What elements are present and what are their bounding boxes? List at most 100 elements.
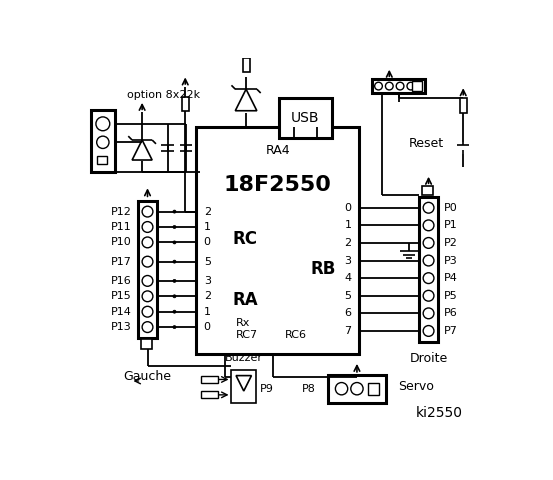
Text: 2: 2 (204, 206, 211, 216)
Text: 2: 2 (345, 238, 352, 248)
Text: P16: P16 (111, 276, 132, 286)
Text: 0: 0 (204, 238, 211, 247)
Bar (460, 97, 467, 113)
Text: USB: USB (291, 111, 320, 125)
Bar (91, 110, 115, 171)
Circle shape (173, 310, 176, 313)
Text: 1: 1 (204, 307, 211, 317)
Circle shape (423, 203, 434, 213)
Bar (243, 59, 249, 72)
Text: P11: P11 (111, 222, 132, 232)
Circle shape (385, 82, 393, 90)
Text: Reset: Reset (409, 137, 444, 150)
Text: P9: P9 (260, 384, 274, 394)
Bar (142, 339, 152, 348)
Text: P7: P7 (444, 326, 458, 336)
Text: P0: P0 (444, 203, 458, 213)
Text: 0: 0 (345, 203, 352, 213)
Circle shape (423, 308, 434, 319)
Bar (232, 370, 256, 403)
Bar (138, 201, 156, 338)
Text: 5: 5 (204, 257, 211, 267)
Circle shape (142, 237, 153, 248)
Bar (279, 97, 332, 138)
Text: Rx: Rx (236, 318, 251, 328)
Text: RA: RA (233, 291, 259, 309)
Bar (368, 383, 378, 395)
Text: 3: 3 (345, 255, 352, 265)
Bar (328, 375, 386, 403)
Circle shape (423, 255, 434, 266)
Text: P15: P15 (111, 291, 132, 301)
Circle shape (423, 238, 434, 248)
Text: P3: P3 (444, 255, 458, 265)
Text: Servo: Servo (398, 380, 434, 393)
Circle shape (335, 383, 348, 395)
Circle shape (142, 291, 153, 302)
Text: P8: P8 (302, 384, 316, 394)
Text: 0: 0 (204, 322, 211, 332)
Bar (413, 81, 421, 92)
Text: RC7: RC7 (236, 330, 258, 340)
Circle shape (142, 256, 153, 267)
Circle shape (142, 306, 153, 317)
Text: RC6: RC6 (285, 330, 307, 340)
Circle shape (423, 290, 434, 301)
Circle shape (97, 136, 109, 148)
Text: 5: 5 (345, 291, 352, 301)
Text: 18F2550: 18F2550 (224, 175, 332, 195)
Circle shape (96, 117, 110, 131)
Circle shape (351, 383, 363, 395)
Text: P17: P17 (111, 257, 132, 267)
Bar (422, 186, 433, 195)
Text: RB: RB (311, 260, 336, 278)
Text: P4: P4 (444, 273, 458, 283)
Text: option 8x22k: option 8x22k (127, 90, 200, 99)
Circle shape (142, 206, 153, 217)
Text: P13: P13 (111, 322, 132, 332)
Text: 6: 6 (345, 308, 352, 318)
Circle shape (173, 325, 176, 329)
Text: 3: 3 (204, 276, 211, 286)
Text: ki2550: ki2550 (416, 407, 463, 420)
Bar (419, 197, 438, 342)
Circle shape (396, 82, 404, 90)
Text: RC: RC (233, 229, 258, 248)
Circle shape (407, 82, 415, 90)
Text: RA4: RA4 (265, 144, 290, 156)
Text: P5: P5 (444, 291, 458, 301)
Circle shape (142, 322, 153, 333)
Text: 7: 7 (345, 326, 352, 336)
Text: 2: 2 (204, 291, 211, 301)
Bar (196, 127, 359, 354)
Circle shape (173, 295, 176, 298)
Text: P1: P1 (444, 220, 458, 230)
Text: P10: P10 (111, 238, 132, 247)
Bar (372, 79, 425, 93)
Text: 1: 1 (345, 220, 352, 230)
Text: P12: P12 (111, 206, 132, 216)
Circle shape (173, 226, 176, 228)
Text: P6: P6 (444, 308, 458, 318)
Bar (182, 97, 189, 111)
Circle shape (142, 222, 153, 232)
Circle shape (173, 260, 176, 263)
Text: 1: 1 (204, 222, 211, 232)
Text: Droite: Droite (409, 352, 448, 365)
Text: P14: P14 (111, 307, 132, 317)
Circle shape (423, 325, 434, 336)
Bar (201, 376, 217, 383)
Circle shape (423, 220, 434, 231)
Circle shape (173, 210, 176, 213)
Circle shape (374, 82, 382, 90)
Text: Buzzer: Buzzer (225, 353, 263, 363)
Text: Gauche: Gauche (123, 370, 171, 383)
Circle shape (142, 276, 153, 286)
Bar (97, 156, 107, 164)
Bar (201, 391, 217, 398)
Text: P2: P2 (444, 238, 458, 248)
Text: 4: 4 (345, 273, 352, 283)
Circle shape (173, 279, 176, 282)
Circle shape (423, 273, 434, 284)
Circle shape (173, 241, 176, 244)
